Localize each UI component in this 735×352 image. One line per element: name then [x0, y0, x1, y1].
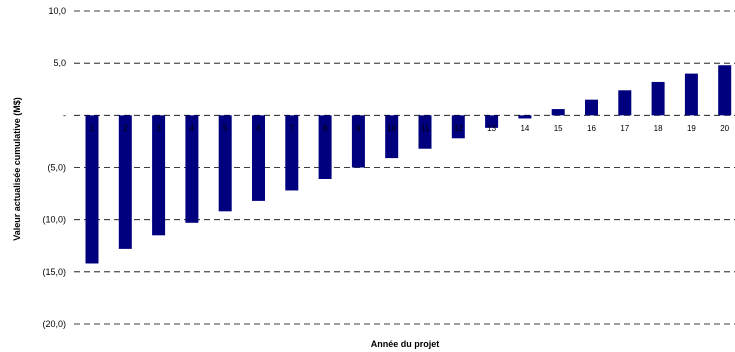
bar — [318, 115, 332, 179]
y-axis-title: Valeur actualisée cumulative (M$) — [12, 97, 22, 241]
y-tick-label: (20,0) — [42, 319, 66, 329]
bar — [551, 109, 565, 116]
bar — [185, 115, 199, 223]
x-tick-label: 16 — [587, 124, 596, 133]
x-tick-label: 3 — [156, 124, 161, 133]
y-tick-labels: 10,0 5,0 - (5,0) (10,0) (15,0) (20,0) — [42, 6, 66, 329]
x-tick-label: 17 — [620, 124, 629, 133]
y-tick-label: 5,0 — [53, 58, 66, 68]
x-tick-label: 14 — [520, 124, 529, 133]
bar — [651, 81, 665, 116]
bar — [418, 115, 432, 149]
y-tick-label: (10,0) — [42, 215, 66, 225]
grid-lines — [74, 10, 735, 325]
x-tick-label: 13 — [487, 124, 496, 133]
bar — [252, 115, 265, 201]
bar — [618, 90, 632, 116]
y-tick-label: (15,0) — [42, 267, 66, 277]
x-tick-label: 5 — [223, 124, 228, 133]
x-tick-label: 10 — [387, 124, 396, 133]
bar — [351, 115, 365, 168]
y-tick-label: (5,0) — [47, 163, 66, 173]
bar — [684, 73, 698, 116]
x-tick-labels: 1 2 3 4 5 6 7 8 9 10 11 12 13 14 15 16 17 18 19 20 — [90, 124, 730, 133]
x-tick-label: 18 — [654, 124, 663, 133]
x-tick-label: 11 — [421, 124, 430, 133]
bar — [152, 115, 166, 236]
bar — [585, 99, 598, 116]
bar — [385, 115, 399, 159]
bars — [85, 65, 732, 264]
x-tick-label: 20 — [720, 124, 729, 133]
x-axis-title: Année du projet — [371, 339, 440, 349]
bar — [485, 115, 499, 128]
y-tick-label: 10,0 — [48, 6, 66, 16]
bar — [218, 115, 232, 212]
bar — [118, 115, 132, 249]
x-tick-label: 19 — [687, 124, 696, 133]
x-tick-label: 6 — [256, 124, 261, 133]
x-tick-label: 15 — [554, 124, 563, 133]
bar — [451, 115, 465, 139]
bar — [518, 115, 532, 119]
bar — [285, 115, 299, 191]
x-tick-label: 12 — [454, 124, 463, 133]
bar — [718, 65, 732, 116]
x-tick-label: 7 — [290, 124, 295, 133]
y-tick-label: - — [63, 110, 66, 120]
x-tick-label: 9 — [356, 124, 361, 133]
x-tick-label: 2 — [123, 124, 128, 133]
x-tick-label: 8 — [323, 124, 328, 133]
x-tick-label: 4 — [190, 124, 195, 133]
x-tick-label: 1 — [90, 124, 95, 133]
bar — [85, 115, 99, 264]
